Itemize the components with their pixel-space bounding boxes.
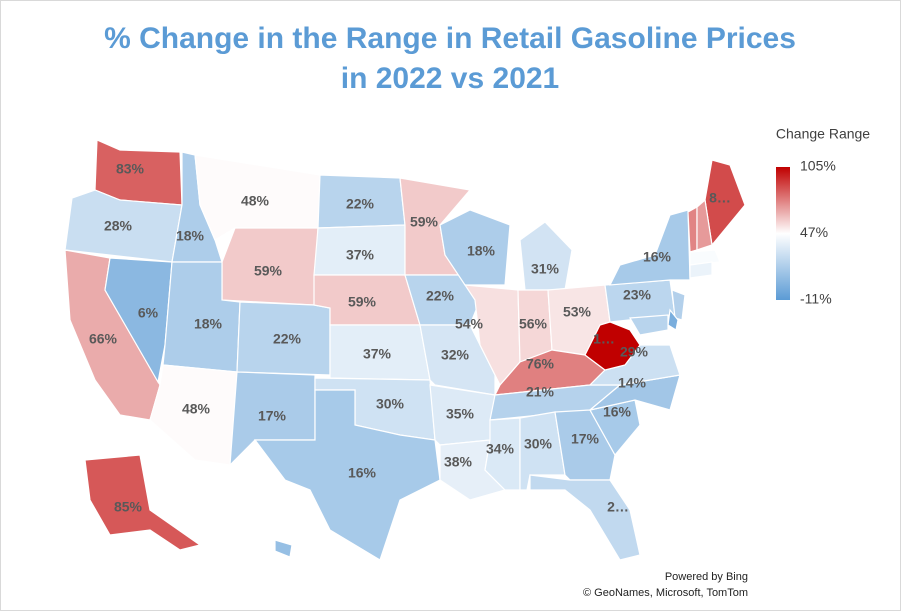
value-label: 85% xyxy=(114,499,143,515)
credit: Powered by Bing xyxy=(665,571,748,583)
regions xyxy=(64,139,746,561)
region xyxy=(439,209,511,286)
value-label: 54% xyxy=(455,316,484,332)
region xyxy=(667,308,679,331)
value-label: 22% xyxy=(273,331,302,347)
value-label: 59% xyxy=(348,294,377,310)
value-label: 83% xyxy=(116,161,145,177)
region xyxy=(104,257,173,384)
region xyxy=(689,249,721,266)
value-label: 17% xyxy=(571,431,600,447)
value-label: 6% xyxy=(138,305,159,321)
value-label: 30% xyxy=(376,396,405,412)
region xyxy=(274,539,293,558)
region xyxy=(84,454,202,551)
value-label: 66% xyxy=(89,331,118,347)
region xyxy=(404,274,481,326)
legend-bar xyxy=(776,167,790,300)
value-label: 16% xyxy=(603,404,632,420)
region xyxy=(687,205,698,253)
credit: © GeoNames, Microsoft, TomTom xyxy=(583,587,748,599)
value-label: 30% xyxy=(524,436,553,452)
value-label: 56% xyxy=(519,316,548,332)
value-label: 18% xyxy=(176,228,205,244)
value-label: 59% xyxy=(410,214,439,230)
value-label: 21% xyxy=(526,384,555,400)
value-label: 16% xyxy=(643,249,672,265)
value-label: 32% xyxy=(441,347,470,363)
value-label: 22% xyxy=(346,196,375,212)
region-labels: 83% 28% 66% 6% 18% 48% 59% 18% 48% 22% 17% 22% 37% 59… xyxy=(89,161,731,515)
region xyxy=(221,227,319,306)
region xyxy=(589,374,681,411)
region xyxy=(529,474,641,561)
region xyxy=(608,209,691,286)
value-label: 23% xyxy=(623,287,652,303)
region xyxy=(584,321,641,371)
value-label: 35% xyxy=(446,406,475,422)
region xyxy=(696,198,713,251)
value-label: 59% xyxy=(254,263,283,279)
region xyxy=(519,221,573,291)
chart-title: % Change in the Range in Retail Gasoline… xyxy=(104,22,796,55)
value-label: 76% xyxy=(526,356,555,372)
chart-title: in 2022 vs 2021 xyxy=(341,62,560,95)
value-label: 8… xyxy=(709,190,731,206)
region xyxy=(253,389,441,561)
value-label: 1… xyxy=(593,331,615,347)
value-label: 38% xyxy=(444,454,473,470)
value-label: 16% xyxy=(348,465,377,481)
region xyxy=(628,314,669,336)
value-label: 29% xyxy=(620,344,649,360)
value-label: 37% xyxy=(346,247,375,263)
value-label: 18% xyxy=(467,243,496,259)
value-label: 53% xyxy=(563,304,592,320)
value-label: 37% xyxy=(363,346,392,362)
legend-label: 47% xyxy=(800,224,828,240)
region xyxy=(671,289,686,321)
value-label: 48% xyxy=(182,401,211,417)
value-label: 17% xyxy=(258,408,287,424)
value-label: 48% xyxy=(241,193,270,209)
legend-title: Change Range xyxy=(776,126,870,142)
legend-label: 105% xyxy=(800,158,836,174)
value-label: 2… xyxy=(607,499,629,515)
legend-label: -11% xyxy=(800,291,832,307)
value-label: 18% xyxy=(194,316,223,332)
value-label: 34% xyxy=(486,441,515,457)
value-label: 14% xyxy=(618,375,647,391)
region xyxy=(689,261,713,279)
value-label: 22% xyxy=(426,288,455,304)
value-label: 31% xyxy=(531,261,560,277)
value-label: 28% xyxy=(104,218,133,234)
